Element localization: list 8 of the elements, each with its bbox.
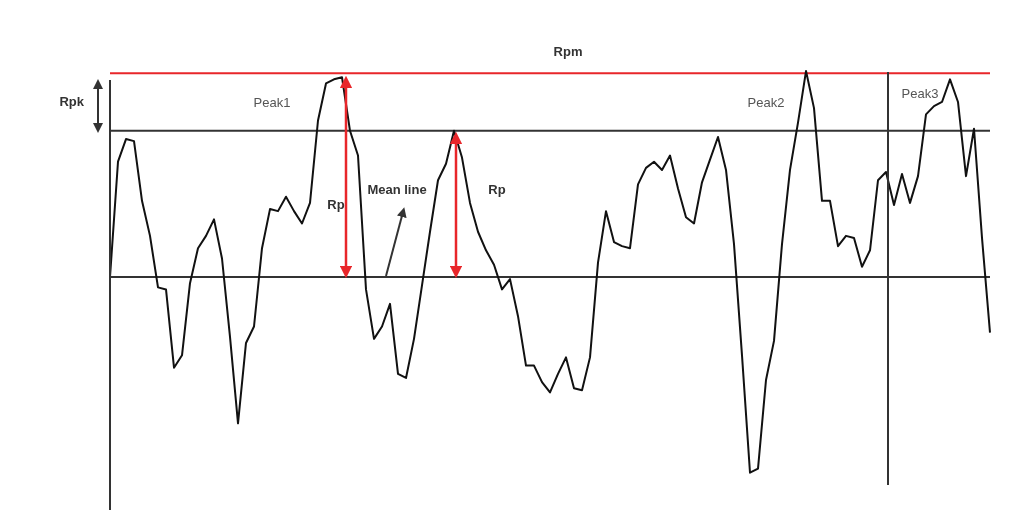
annotation: Peak1: [253, 95, 291, 110]
annotation: Peak2: [747, 95, 785, 110]
annotation: Mean line: [367, 182, 427, 197]
text: Rpm: [553, 44, 583, 59]
annotation: Rp: [488, 182, 506, 197]
annotation: Rp: [327, 197, 345, 212]
text: Rpk: [59, 94, 85, 109]
annotation: Peak3: [901, 86, 939, 101]
